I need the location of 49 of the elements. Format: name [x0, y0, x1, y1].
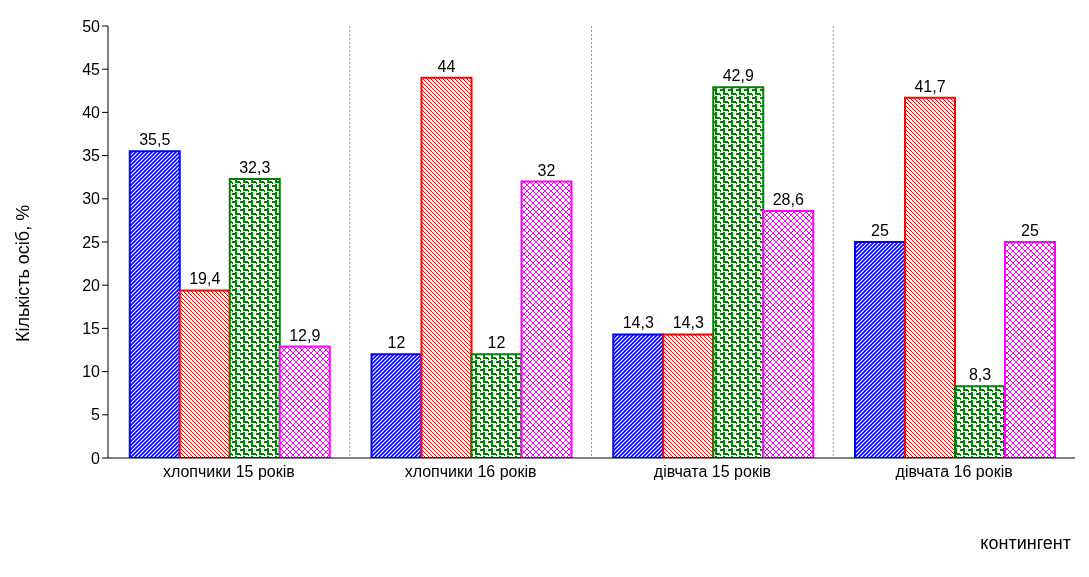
bar — [370, 353, 423, 458]
bar — [854, 241, 907, 458]
bar — [278, 345, 331, 458]
bar — [470, 353, 523, 458]
data-label: 8,3 — [968, 366, 992, 384]
x-tick-label: хлопчики 16 років — [404, 463, 537, 481]
bar — [712, 86, 765, 458]
y-tick-label: 45 — [82, 60, 101, 78]
y-tick-label: 25 — [82, 233, 101, 251]
x-tick-label: дівчата 16 років — [895, 463, 1013, 481]
y-tick-label: 50 — [82, 17, 101, 35]
y-tick-label: 30 — [82, 190, 101, 208]
y-tick-label: 35 — [82, 147, 101, 165]
y-tick-label: 5 — [91, 406, 101, 424]
data-label: 32,3 — [239, 158, 271, 176]
data-label: 12,9 — [289, 326, 321, 344]
y-tick-label: 0 — [91, 449, 101, 467]
data-label: 19,4 — [189, 270, 221, 288]
data-label: 14,3 — [672, 314, 704, 332]
y-tick-label: 10 — [82, 363, 101, 381]
bar — [228, 177, 281, 458]
bar — [954, 385, 1007, 458]
bar — [662, 333, 715, 458]
bar — [904, 96, 957, 458]
data-label: 35,5 — [139, 131, 171, 149]
bar — [612, 333, 665, 458]
y-axis-title: Кількість осіб, % — [13, 204, 34, 342]
x-tick-label: хлопчики 15 років — [162, 463, 295, 481]
bar — [128, 150, 181, 458]
data-label: 14,3 — [622, 314, 654, 332]
bar — [420, 76, 473, 458]
bar — [178, 289, 231, 458]
y-tick-label: 15 — [82, 320, 101, 338]
data-label: 32 — [537, 161, 556, 179]
x-axis-title: контингент — [980, 533, 1071, 554]
x-tick-label: дівчата 15 років — [653, 463, 771, 481]
data-label: 42,9 — [722, 67, 754, 85]
data-label: 12 — [387, 334, 406, 352]
y-tick-label: 20 — [82, 276, 101, 294]
bar — [762, 209, 815, 458]
data-label: 44 — [437, 57, 456, 75]
data-label: 41,7 — [914, 77, 946, 95]
bar — [520, 180, 573, 458]
y-tick-label: 40 — [82, 104, 101, 122]
data-label: 25 — [871, 222, 890, 239]
data-label: 25 — [1021, 222, 1040, 239]
bar — [1004, 241, 1057, 458]
data-label: 12 — [487, 334, 506, 352]
data-label: 28,6 — [772, 190, 804, 208]
